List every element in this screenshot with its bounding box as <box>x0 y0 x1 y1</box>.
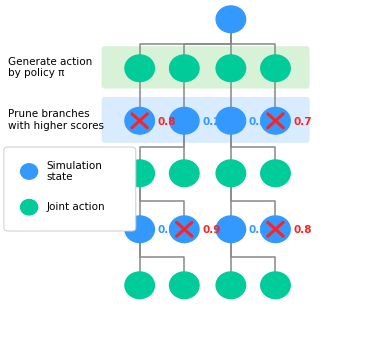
FancyBboxPatch shape <box>102 46 310 89</box>
Circle shape <box>216 216 246 243</box>
Circle shape <box>21 199 38 215</box>
Circle shape <box>170 55 199 82</box>
Circle shape <box>170 107 199 134</box>
Circle shape <box>125 160 154 187</box>
Circle shape <box>261 55 290 82</box>
Text: 0.7: 0.7 <box>293 117 312 127</box>
Text: 0.2: 0.2 <box>249 225 267 236</box>
Text: 0.2: 0.2 <box>202 117 221 127</box>
Circle shape <box>216 272 246 299</box>
Text: 0.9: 0.9 <box>202 225 220 236</box>
Circle shape <box>170 272 199 299</box>
Circle shape <box>261 216 290 243</box>
Circle shape <box>216 6 246 33</box>
Circle shape <box>170 160 199 187</box>
Text: Prune branches
with higher scores: Prune branches with higher scores <box>8 109 104 131</box>
Circle shape <box>125 216 154 243</box>
FancyBboxPatch shape <box>4 147 136 231</box>
Circle shape <box>125 272 154 299</box>
Text: Joint action: Joint action <box>47 202 105 212</box>
Text: 0.1: 0.1 <box>158 225 176 236</box>
Circle shape <box>170 216 199 243</box>
Circle shape <box>125 107 154 134</box>
Circle shape <box>21 164 38 179</box>
Text: Simulation
state: Simulation state <box>47 161 102 182</box>
Text: 0.8: 0.8 <box>293 225 312 236</box>
Text: 0.3: 0.3 <box>249 117 267 127</box>
FancyBboxPatch shape <box>102 97 310 143</box>
Circle shape <box>216 160 246 187</box>
Text: Generate action
by policy π: Generate action by policy π <box>8 57 92 78</box>
Circle shape <box>216 55 246 82</box>
Circle shape <box>261 107 290 134</box>
Text: 0.8: 0.8 <box>158 117 176 127</box>
Circle shape <box>216 107 246 134</box>
Circle shape <box>261 160 290 187</box>
Circle shape <box>125 55 154 82</box>
Circle shape <box>261 272 290 299</box>
